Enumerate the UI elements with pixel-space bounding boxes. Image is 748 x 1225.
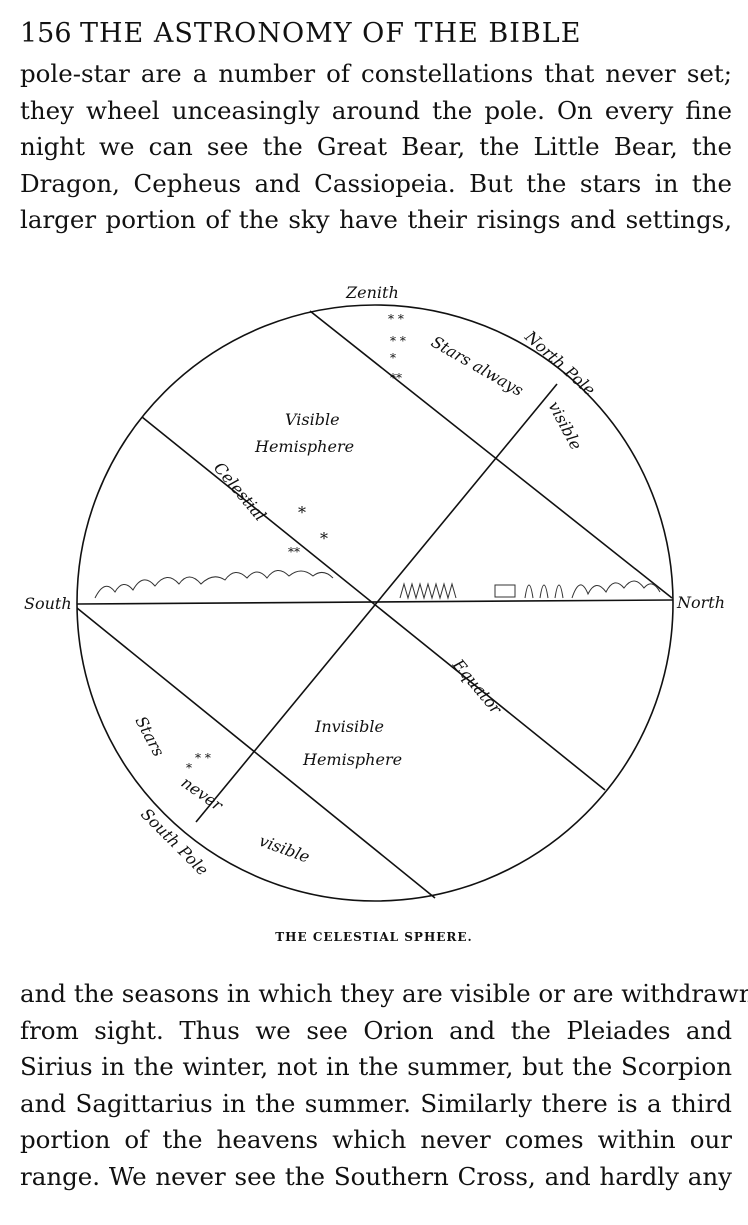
- text-line: pole-star are a number of constellations…: [20, 59, 732, 88]
- text-line: range. We never see the Southern Cross, …: [20, 1161, 732, 1191]
- text-line: portion of the heavens which never comes…: [20, 1125, 732, 1154]
- svg-text:* *: * *: [390, 334, 406, 348]
- svg-text:*: *: [320, 529, 328, 548]
- label-celestial: Celestial: [210, 458, 270, 524]
- label-visible-bottom: visible: [257, 831, 313, 867]
- label-visible: Visible: [285, 410, 340, 429]
- text-line: night we can see the Great Bear, the Lit…: [20, 132, 732, 161]
- paragraph-bottom: and the seasons in which they are visibl…: [20, 976, 748, 1195]
- svg-text:**: **: [288, 545, 300, 559]
- text-line: they wheel unceasingly around the pole. …: [20, 95, 732, 125]
- label-north-pole: North Pole: [521, 326, 599, 399]
- text-line: and the seasons in which they are visibl…: [20, 979, 748, 1008]
- label-invisible: Invisible: [314, 717, 384, 736]
- svg-text:* *: * *: [388, 312, 404, 326]
- celestial-equator-line: [141, 416, 606, 791]
- svg-text:* *: * *: [195, 751, 211, 765]
- lower-parallel-line: [76, 607, 436, 899]
- text-line: Sirius in the winter, not in the summer,…: [20, 1052, 732, 1081]
- label-stars-always: Stars always: [428, 332, 527, 400]
- paragraph-top: pole-star are a number of constellations…: [20, 56, 732, 239]
- running-title: THE ASTRONOMY OF THE BIBLE: [80, 18, 582, 49]
- label-hemisphere-bottom: Hemisphere: [302, 750, 402, 769]
- svg-text:**: **: [390, 371, 402, 385]
- label-north: North: [676, 593, 725, 612]
- horizon-line: [76, 599, 674, 605]
- label-south: South: [24, 594, 72, 613]
- label-equator: Equator: [448, 655, 506, 719]
- page-number: 156: [20, 18, 72, 49]
- label-stars: Stars: [131, 713, 168, 760]
- label-never: never: [178, 773, 228, 816]
- label-hemisphere-top: Hemisphere: [254, 437, 354, 456]
- label-visible-right: visible: [544, 398, 585, 453]
- text-line: Dragon, Cepheus and Cassiopeia. But the …: [20, 168, 732, 198]
- label-zenith: Zenith: [345, 283, 399, 302]
- svg-text:*: *: [298, 503, 306, 522]
- svg-text:*: *: [186, 761, 192, 775]
- text-line: and Sagittarius in the summer. Similarly…: [20, 1088, 732, 1118]
- page-header: 156 THE ASTRONOMY OF THE BIBLE: [20, 18, 728, 52]
- polar-axis-line: [195, 383, 558, 823]
- horizon-landscape: [94, 570, 661, 600]
- sphere-outline: [76, 304, 674, 902]
- celestial-sphere-diagram: * ** **** **** * ** Zenith North Pole St…: [24, 283, 725, 902]
- text-line: larger portion of the sky have their ris…: [20, 205, 732, 234]
- upper-parallel-line: [309, 310, 673, 599]
- text-line: from sight. Thus we see Orion and the Pl…: [20, 1015, 732, 1045]
- svg-text:*: *: [390, 351, 396, 365]
- star-marks: * ** **** **** * **: [186, 312, 406, 775]
- figure-caption: THE CELESTIAL SPHERE.: [275, 930, 473, 944]
